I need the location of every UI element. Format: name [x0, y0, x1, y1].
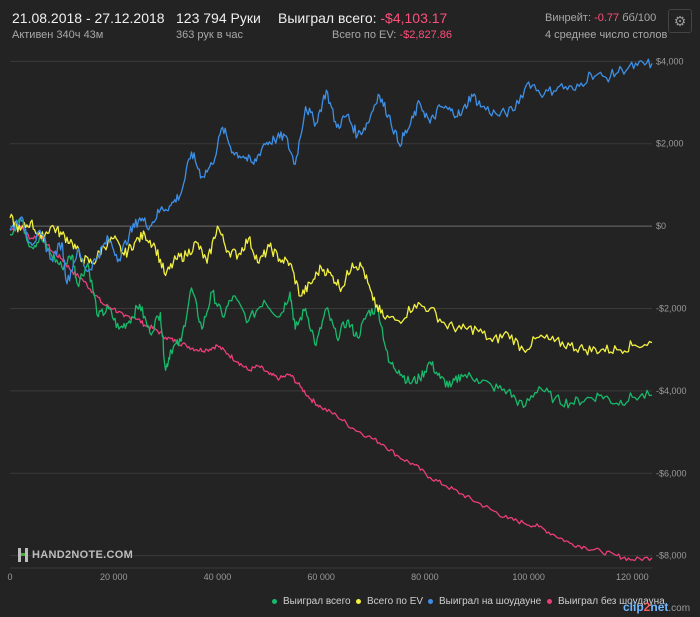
legend-label-won-total: Выиграл всего: [283, 596, 351, 607]
y-tick-label: $2,000: [656, 139, 684, 149]
legend-dot-showdown: [428, 598, 433, 604]
x-tick-label: 20 000: [100, 572, 128, 582]
won-total-value: -$4,103.17: [380, 10, 448, 26]
hand2note-logo-text: HAND2NOTE.COM: [32, 548, 134, 561]
legend-label-ev-total: Всего по EV: [367, 596, 424, 607]
legend-dot-ev-total: [356, 598, 361, 604]
legend-item-non-showdown[interactable]: Выиграл без шоудауна: [547, 596, 665, 607]
legend-label-non-showdown: Выиграл без шоудауна: [558, 596, 665, 607]
date-range: 21.08.2018 - 27.12.2018: [12, 10, 165, 26]
hands-count: 123 794 Руки: [176, 10, 261, 26]
y-tick-label: -$8,000: [656, 551, 687, 561]
clip2net-watermark: clip2net.com: [623, 600, 691, 614]
ev-total-value: -$2,827.86: [399, 29, 453, 41]
x-tick-label: 0: [7, 572, 12, 582]
x-tick-label: 100 000: [512, 572, 545, 582]
series-line-ev-total: [9, 213, 653, 356]
winrate-label: Винрейт:: [545, 12, 592, 24]
ev-total: Всего по EV: -$2,827.86: [332, 29, 452, 41]
legend-dot-non-showdown: [547, 598, 552, 604]
legend-item-showdown[interactable]: Выиграл на шоудауне: [428, 596, 541, 607]
y-tick-label: $0: [656, 221, 666, 231]
x-tick-label: 80 000: [411, 572, 439, 582]
avg-tables: 4 среднее число столов: [545, 29, 668, 41]
legend-dot-won-total: [272, 598, 277, 604]
hand2note-logo: HAND2NOTE.COM: [18, 548, 133, 562]
active-time: Активен 340ч 43м: [12, 29, 104, 41]
y-tick-label: -$2,000: [656, 304, 687, 314]
series-line-won-total: [9, 217, 653, 409]
legend-item-ev-total[interactable]: Всего по EV: [356, 596, 423, 607]
won-total: Выиграл всего: -$4,103.17: [278, 10, 447, 26]
won-total-label: Выиграл всего:: [278, 10, 377, 26]
gear-icon[interactable]: ⚙: [668, 9, 692, 33]
hands-per-hour: 363 рук в час: [176, 29, 244, 41]
winrate-value: -0.77: [594, 12, 620, 24]
hand2note-logo-icon: [18, 548, 28, 562]
legend-item-won-total[interactable]: Выиграл всего: [272, 596, 351, 607]
y-tick-label: -$6,000: [656, 468, 687, 478]
ev-total-label: Всего по EV:: [332, 29, 397, 41]
winrate: Винрейт: -0.77 бб/100: [545, 12, 656, 24]
x-tick-label: 120 000: [616, 572, 649, 582]
y-tick-label: $4,000: [656, 56, 684, 66]
y-tick-label: -$4,000: [656, 386, 687, 396]
series-line-non-showdown: [9, 225, 653, 562]
x-tick-label: 60 000: [307, 572, 335, 582]
legend-label-showdown: Выиграл на шоудауне: [439, 596, 542, 607]
series-line-showdown: [9, 58, 653, 285]
x-tick-label: 40 000: [204, 572, 232, 582]
winrate-unit: бб/100: [622, 12, 657, 24]
